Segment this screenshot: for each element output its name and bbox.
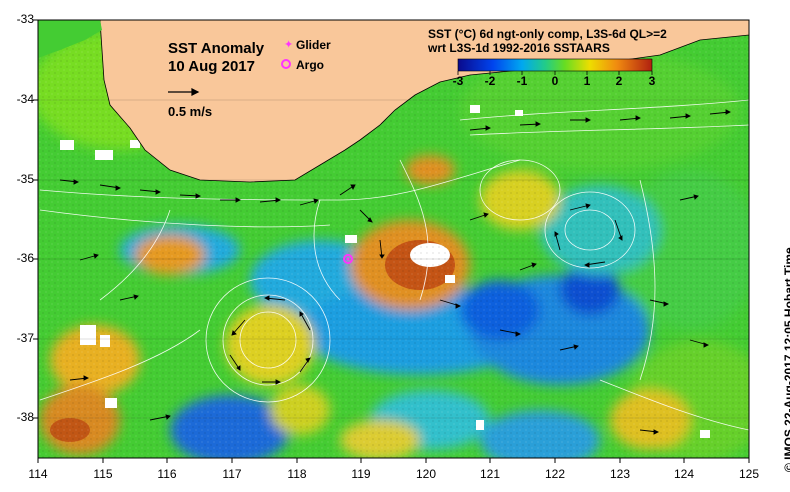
map-date: 10 Aug 2017	[168, 58, 255, 75]
colorbar-tick: 2	[615, 74, 623, 88]
colorbar	[457, 58, 653, 72]
argo-marker	[343, 254, 353, 264]
missing-data	[60, 105, 710, 438]
y-tick-label: -33	[16, 12, 34, 26]
legend-glider-label: Glider	[296, 38, 331, 52]
credit-text: © IMOS 22-Aug-2017 12:05 Hobart Time	[782, 247, 790, 472]
x-tick-label: 125	[738, 467, 760, 481]
y-tick-label: -34	[16, 92, 34, 106]
x-tick-label: 123	[609, 467, 631, 481]
x-tick-label: 119	[351, 467, 371, 481]
y-tick-label: -37	[16, 331, 34, 345]
x-tick-label: 121	[479, 467, 501, 481]
map-frame	[37, 19, 750, 459]
scale-vector	[168, 88, 200, 96]
x-tick-label: 120	[415, 467, 437, 481]
current-vectors	[59, 109, 732, 435]
argo-legend-marker	[281, 59, 291, 69]
x-tick-label: 122	[544, 467, 566, 481]
legend-argo-label: Argo	[296, 58, 324, 72]
y-tick-label: -36	[16, 251, 34, 265]
colorbar-tick: 0	[551, 74, 559, 88]
map-title: SST Anomaly	[168, 40, 265, 57]
speed-contours	[39, 99, 749, 431]
glider-marker: ✦	[284, 39, 293, 51]
colorbar-tick: -1	[516, 74, 528, 88]
colorbar-tick: 1	[583, 74, 591, 88]
x-tick-label: 116	[157, 467, 177, 481]
x-tick-label: 117	[222, 467, 242, 481]
vector-scale-label: 0.5 m/s	[168, 104, 213, 119]
x-tick-label: 114	[28, 467, 48, 481]
product-description: SST (°C) 6d ngt-only comp, L3S-6d QL>=2	[428, 27, 667, 41]
grid-lines	[38, 99, 749, 419]
product-reference: wrt L3S-1d 1992-2016 SSTAARS	[428, 41, 610, 55]
x-tick-label: 115	[93, 467, 113, 481]
y-tick-label: -38	[16, 410, 34, 424]
y-tick-label: -35	[16, 172, 34, 186]
x-tick-label: 118	[287, 467, 307, 481]
colorbar-tick: 3	[648, 74, 656, 88]
colorbar-tick: -2	[484, 74, 496, 88]
x-tick-label: 124	[673, 467, 695, 481]
axis-ticks	[33, 19, 750, 463]
colorbar-tick: -3	[452, 74, 464, 88]
